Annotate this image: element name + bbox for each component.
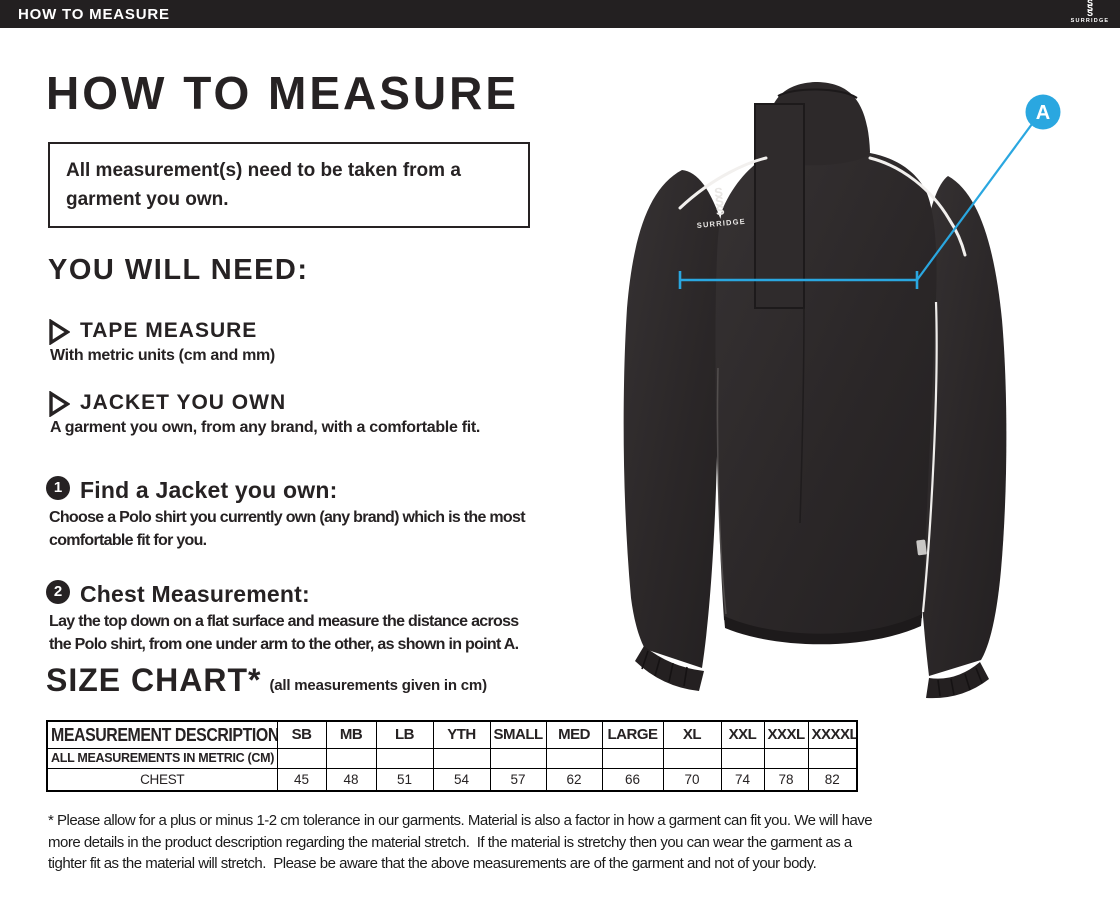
col-xxl: XXL [720, 720, 765, 749]
col-sb: SB [276, 720, 327, 749]
chest-value: 66 [601, 767, 664, 792]
chest-measurement-line [678, 123, 1033, 289]
row-label: CHEST [46, 767, 278, 792]
side-seam-piping-right [921, 301, 938, 613]
jacket-left-cuff [635, 646, 704, 691]
collar-inner-seam [777, 88, 858, 99]
col-xl: XL [662, 720, 722, 749]
table-row-chest: CHEST 45 48 51 54 57 62 66 70 74 78 82 [46, 767, 858, 792]
measurement-leader-line [916, 123, 1033, 281]
side-seam-left [716, 367, 727, 615]
step-1-title: Find a Jacket you own: [80, 477, 338, 503]
point-a-label: A [1036, 102, 1050, 124]
size-chart-heading-row: SIZE CHART* (all measurements given in c… [46, 662, 487, 699]
table-cell [763, 747, 809, 769]
garment-brand-logo: S S S SURRIDGE [696, 185, 746, 230]
notice-line: garment you own. [66, 189, 229, 210]
col-xxxxl: XXXXL [807, 720, 858, 749]
play-triangle-icon [49, 319, 70, 345]
step-1-description: Choose a Polo shirt you currently own (a… [49, 509, 526, 549]
need-item-title-tape-measure: TAPE MEASURE [80, 319, 258, 342]
point-a-marker: A [1025, 94, 1061, 130]
chest-value: 51 [375, 767, 434, 792]
col-mb: MB [325, 720, 377, 749]
col-large: LARGE [601, 720, 664, 749]
jacket-left-sleeve [623, 170, 723, 668]
chest-value: 70 [662, 767, 722, 792]
table-cell [489, 747, 547, 769]
chest-value: 62 [545, 767, 603, 792]
top-bar-title: HOW TO MEASURE [18, 5, 170, 23]
jacket-right-sleeve [914, 176, 1007, 676]
surridge-logo-wordmark: SURRIDGE [1070, 18, 1110, 24]
chest-value: 82 [807, 767, 858, 792]
need-item-desc: With metric units (cm and mm) [50, 347, 275, 364]
svg-text:S: S [714, 185, 724, 201]
footnote-line: * Please allow for a plus or minus 1-2 c… [48, 812, 873, 829]
placket-crease [799, 307, 805, 524]
chest-value: 57 [489, 767, 547, 792]
col-xxxl: XXXL [763, 720, 809, 749]
step-2-title: Chest Measurement: [80, 581, 310, 607]
size-chart-header-row: MEASUREMENT DESCRIPTION SB MB LB YTH SMA… [46, 720, 858, 749]
step-1-badge: 1 [46, 476, 70, 500]
jacket-zip-placket [754, 103, 805, 309]
need-item-title-jacket-you-own: JACKET YOU OWN [80, 391, 287, 414]
play-triangle-icon [49, 391, 70, 417]
size-chart-heading: SIZE CHART* [46, 662, 262, 698]
chest-value: 54 [432, 767, 491, 792]
step-2-badge: 2 [46, 580, 70, 604]
chest-value: 48 [325, 767, 377, 792]
notice-line: All measurement(s) need to be taken from… [66, 160, 461, 181]
measurement-notice-box: All measurement(s) need to be taken from… [48, 142, 530, 228]
col-med: MED [545, 720, 603, 749]
jacket-measurement-figure: S S S SURRIDGE A [623, 82, 1061, 699]
chest-value: 74 [720, 767, 765, 792]
table-cell [276, 747, 327, 769]
table-cell [601, 747, 664, 769]
left-cuff-ribbing [641, 650, 688, 687]
shoulder-piping-left [678, 156, 768, 210]
footnote-line: more details in the product description … [48, 833, 852, 851]
col-measurement-description: MEASUREMENT DESCRIPTION [46, 720, 278, 749]
jacket-hem [724, 614, 922, 645]
col-yth: YTH [432, 720, 491, 749]
you-will-need-heading: YOU WILL NEED: [48, 254, 309, 286]
table-cell [807, 747, 858, 769]
table-cell [720, 747, 765, 769]
garment-brand-wordmark: SURRIDGE [696, 217, 746, 230]
table-cell [375, 747, 434, 769]
jacket-right-cuff [926, 662, 989, 699]
tolerance-footnote: * Please allow for a plus or minus 1-2 c… [48, 810, 1048, 875]
shoulder-piping-right [868, 156, 967, 257]
size-chart-subheading: (all measurements given in cm) [269, 677, 487, 694]
table-cell [432, 747, 491, 769]
hem-tag [916, 539, 927, 556]
right-cuff-ribbing [937, 667, 983, 697]
svg-text:S: S [714, 194, 724, 210]
col-lb: LB [375, 720, 434, 749]
need-item-desc: A garment you own, from any brand, with … [50, 419, 481, 436]
size-chart-table: MEASUREMENT DESCRIPTION SB MB LB YTH SMA… [46, 720, 858, 792]
page-title: HOW TO MEASURE [46, 67, 520, 119]
footnote-line: tighter fit as the material will stretch… [48, 855, 817, 872]
row-label: ALL MEASUREMENTS IN METRIC (CM) [46, 747, 278, 769]
svg-text:S: S [715, 202, 725, 218]
jacket-torso [715, 153, 937, 638]
col-small: SMALL [489, 720, 547, 749]
table-cell [545, 747, 603, 769]
chest-value: 78 [763, 767, 809, 792]
chest-value: 45 [276, 767, 327, 792]
table-cell [325, 747, 377, 769]
table-cell [662, 747, 722, 769]
step-2-description: Lay the top down on a flat surface and m… [49, 613, 519, 653]
table-row-metric-note: ALL MEASUREMENTS IN METRIC (CM) [46, 747, 858, 769]
